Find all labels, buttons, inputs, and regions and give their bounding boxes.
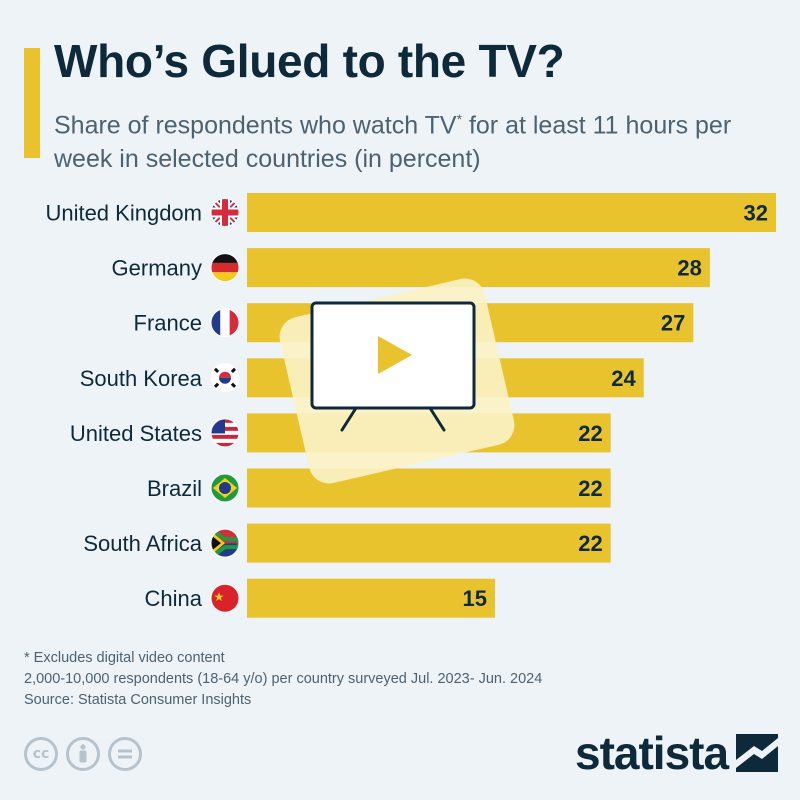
- values-layer: 32 28 27 24 22 22 22 15: [462, 201, 768, 612]
- statista-logo[interactable]: statista: [575, 726, 779, 780]
- value-label: 32: [744, 201, 768, 226]
- value-label: 22: [578, 531, 602, 556]
- svg-text:★: ★: [214, 590, 225, 604]
- tv-leg-right: [428, 406, 446, 432]
- creative-commons-icon[interactable]: cc: [24, 737, 58, 771]
- value-label: 22: [578, 476, 602, 501]
- footnote: * Excludes digital video content: [24, 650, 225, 666]
- category-label: United States: [70, 421, 202, 446]
- play-icon: [378, 336, 412, 374]
- south-korea-flag-icon: [210, 363, 240, 393]
- sample-note: 2,000-10,000 respondents (18-64 y/o) per…: [24, 671, 543, 687]
- category-label: South Korea: [80, 366, 203, 391]
- bar: [247, 193, 776, 232]
- attribution-icon[interactable]: [66, 737, 100, 771]
- category-label: United Kingdom: [45, 201, 202, 226]
- title-accent-bar: [24, 48, 40, 158]
- statista-logo-mark-icon: [736, 734, 779, 772]
- france-flag-icon: [210, 308, 240, 338]
- bar: [247, 523, 611, 563]
- value-label: 15: [462, 586, 486, 611]
- subtitle-asterisk: *: [456, 111, 463, 127]
- category-label: China: [145, 586, 203, 611]
- chart-notes: * Excludes digital video content 2,000-1…: [24, 648, 542, 711]
- brazil-flag-icon: [210, 473, 240, 503]
- bar-chart: United Kingdom Germany France South Korea Un…: [45, 193, 776, 618]
- chart-title: Who’s Glued to the TV?: [54, 35, 565, 87]
- subtitle-text-continued: for at least 11 hours per week in select…: [54, 111, 732, 174]
- china-flag-icon: ★: [210, 583, 240, 613]
- bar: [247, 578, 495, 618]
- tv-icon: [279, 278, 515, 484]
- value-label: 27: [661, 311, 685, 336]
- category-label: Germany: [112, 256, 202, 281]
- tv-leg-left: [340, 406, 358, 432]
- brand-wordmark: statista: [575, 727, 729, 779]
- uk-flag-icon: [210, 198, 240, 227]
- value-label: 28: [677, 256, 701, 281]
- bar: [247, 248, 710, 288]
- germany-flag-icon: [210, 253, 240, 283]
- value-label: 24: [611, 366, 636, 391]
- subtitle-text: Share of respondents who watch TV: [54, 111, 457, 140]
- source-note: Source: Statista Consumer Insights: [24, 692, 252, 708]
- category-label: France: [134, 311, 202, 336]
- chart-subtitle: Share of respondents who watch TV* for a…: [54, 102, 774, 176]
- usa-flag-icon: [210, 418, 240, 448]
- value-label: 22: [578, 421, 602, 446]
- south-africa-flag-icon: [210, 528, 240, 558]
- license-icons: cc: [24, 737, 142, 771]
- category-label: South Africa: [83, 531, 202, 556]
- category-label: Brazil: [147, 476, 202, 501]
- no-derivatives-icon[interactable]: [108, 737, 142, 771]
- bar: [247, 468, 611, 508]
